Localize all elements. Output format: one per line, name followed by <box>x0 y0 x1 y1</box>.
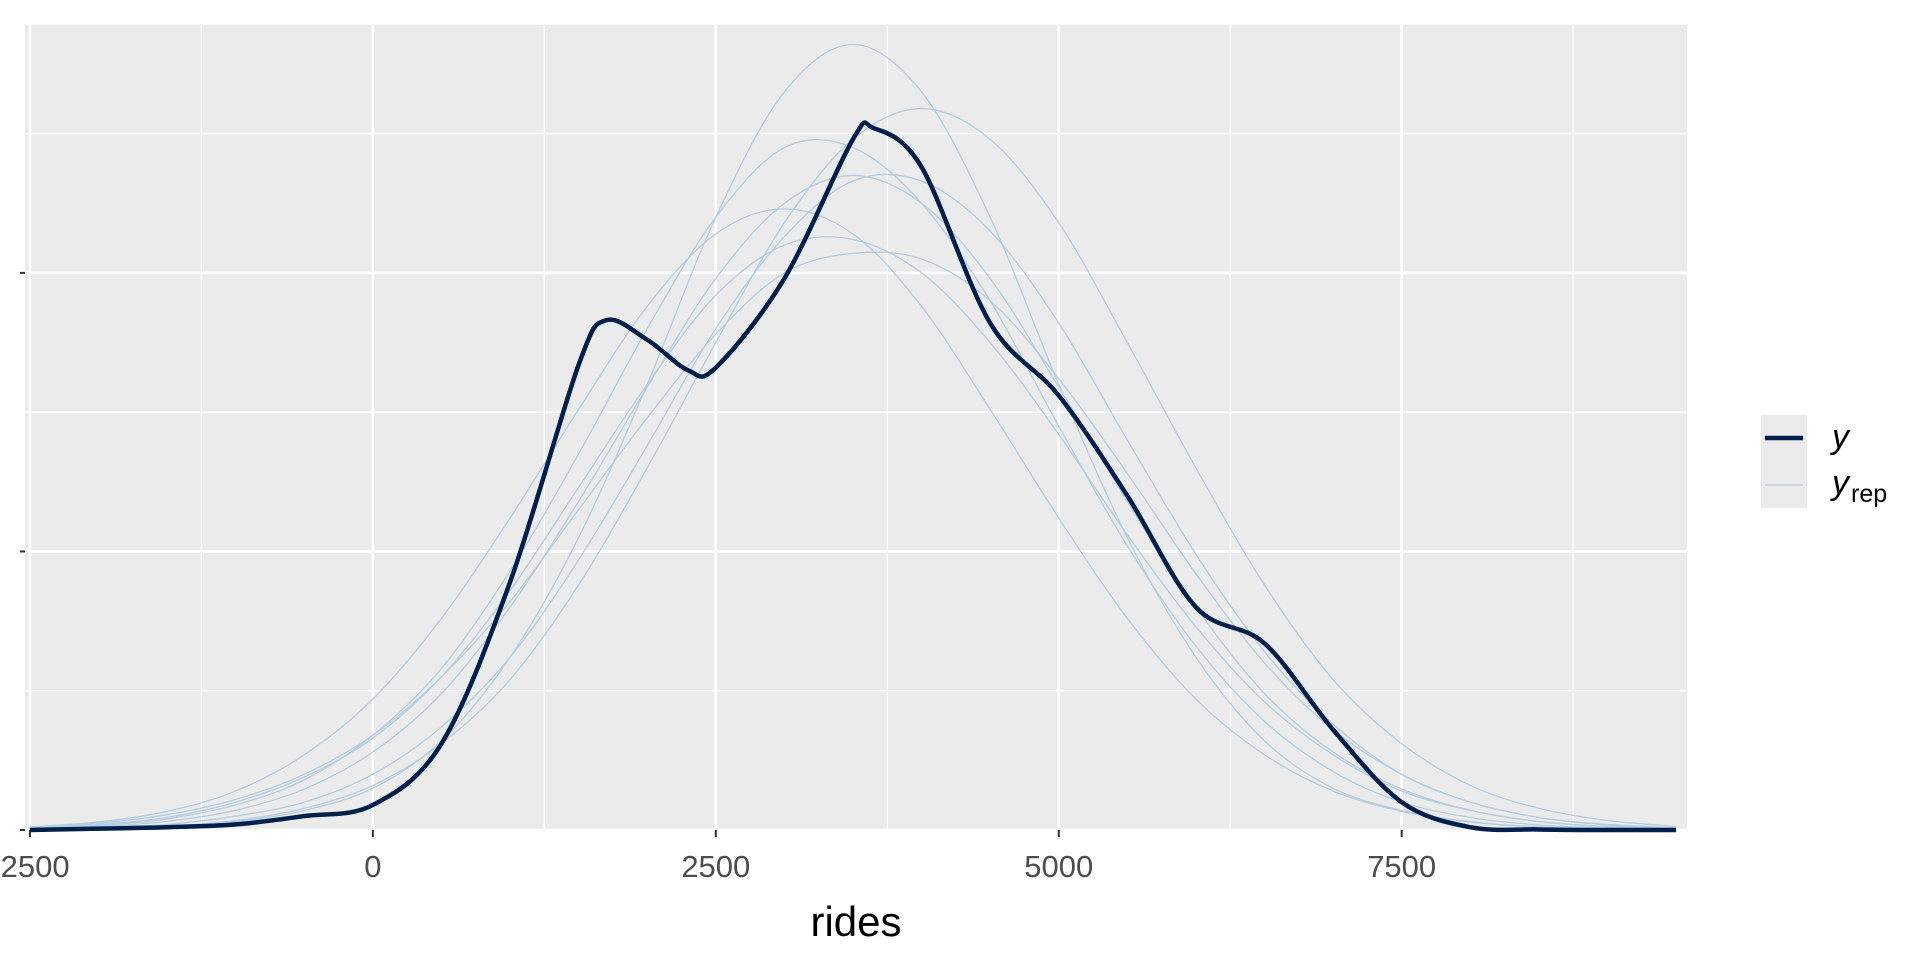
legend-label-subscript: rep <box>1851 480 1887 508</box>
observed-curve <box>29 120 1677 833</box>
legend-label-main: y <box>1830 464 1851 502</box>
plot-background <box>25 25 1687 830</box>
replicate-curve <box>29 139 1677 831</box>
legend-label: yrep <box>1830 464 1887 508</box>
replicate-curve <box>29 173 1677 830</box>
x-tick-label: 7500 <box>1367 849 1436 884</box>
plot-layer <box>25 25 1687 832</box>
replicate-curve <box>29 251 1677 829</box>
legend-label: y <box>1830 418 1851 456</box>
replicate-curve <box>29 43 1677 831</box>
x-tick-label: 0 <box>364 849 381 884</box>
x-axis-title: rides <box>810 898 901 945</box>
x-tick-label: 5000 <box>1024 849 1093 884</box>
x-tick-label: 2500 <box>681 849 750 884</box>
x-tick-label: -2500 <box>0 849 70 884</box>
legend-key <box>1761 415 1807 508</box>
replicate-curve <box>29 208 1677 831</box>
